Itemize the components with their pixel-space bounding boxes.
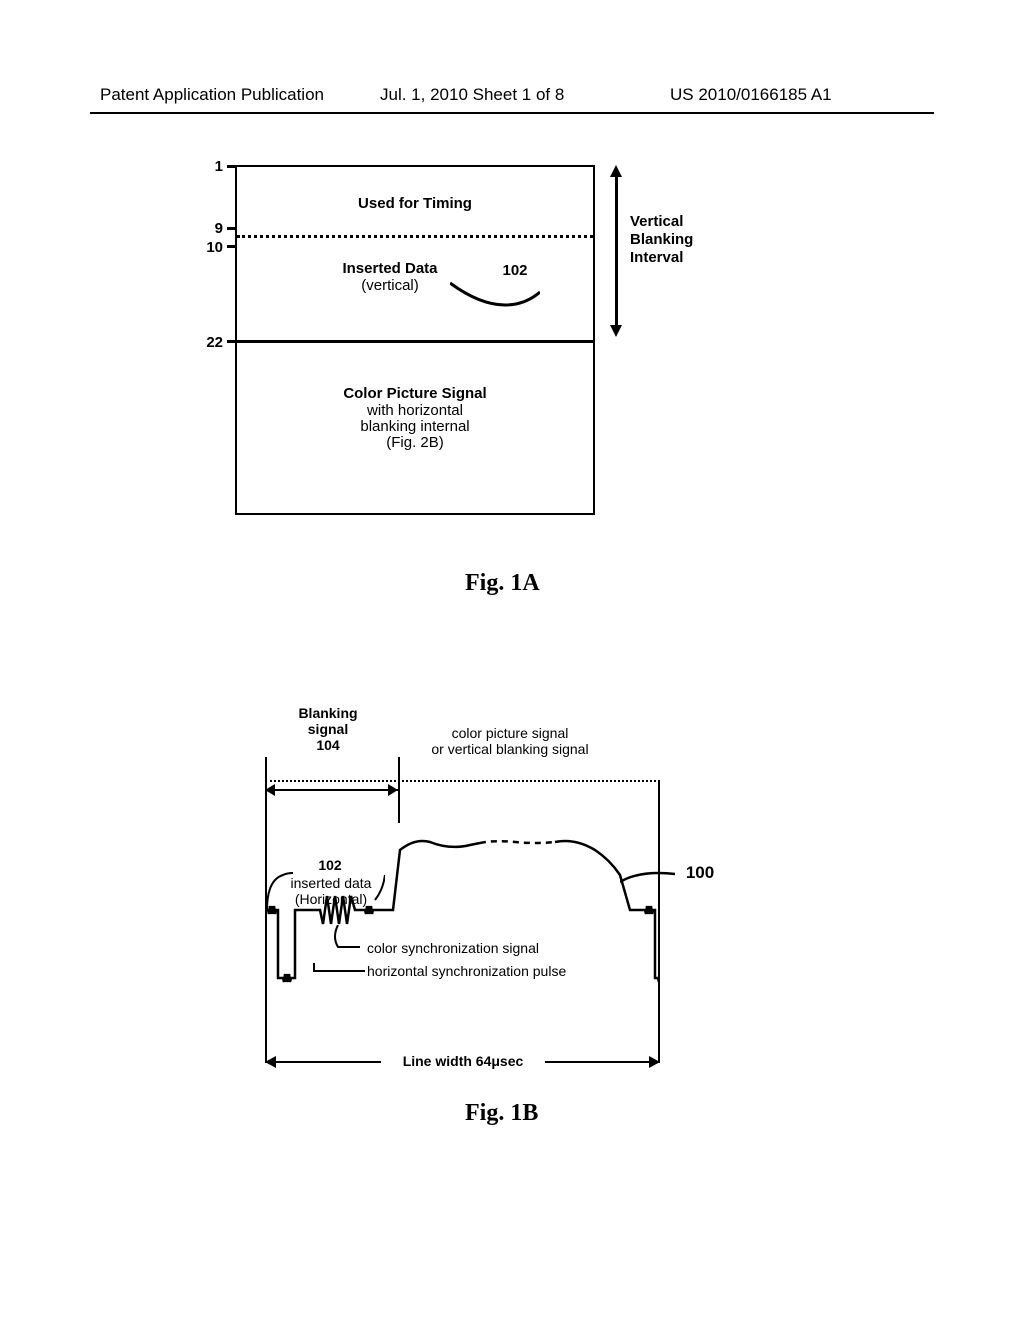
dashed-divider: [237, 235, 593, 238]
figure-1a: 1 9 10 22 Used for Timing Inserted Data …: [215, 165, 715, 520]
tick-label-22: 22: [201, 334, 223, 351]
header-left: Patent Application Publication: [100, 85, 324, 105]
color-sync-label: color synchronization signal: [367, 940, 587, 956]
blanking-label: Blanking signal 104: [273, 705, 383, 753]
tick-9: [227, 227, 237, 230]
tick-22: [227, 340, 237, 343]
ptr-hsync-tick: [313, 963, 315, 972]
ref-100: 100: [680, 865, 720, 881]
blanking-l1: Blanking: [273, 705, 383, 721]
solid-divider: [237, 340, 593, 343]
vbi-l3: Interval: [630, 249, 693, 267]
tick-1: [227, 165, 237, 168]
ptr-inserted: [265, 870, 385, 920]
linewidth-label: Line width 64μsec: [383, 1053, 543, 1069]
vbi-l2: Blanking: [630, 231, 693, 249]
picture-l4: (Fig. 2B): [315, 434, 515, 451]
tick-label-9: 9: [209, 220, 223, 237]
tick-top-left: [265, 757, 267, 780]
header-right: US 2010/0166185 A1: [670, 85, 832, 105]
header-mid: Jul. 1, 2010 Sheet 1 of 8: [380, 85, 564, 105]
cps-l2: or vertical blanking signal: [405, 741, 615, 757]
vbi-label: Vertical Blanking Interval: [630, 213, 693, 267]
vbi-arrow-line: [615, 173, 618, 328]
arrow-down-icon: [610, 325, 622, 337]
lw-line-right: [545, 1061, 652, 1063]
ptr-hsync: [315, 970, 365, 972]
hsync-label: horizontal synchronization pulse: [367, 963, 617, 979]
lw-tick-left: [265, 1045, 267, 1063]
lw-line-left: [273, 1061, 381, 1063]
ptr-100: [620, 870, 680, 890]
tick-label-1: 1: [209, 158, 223, 175]
blanking-l3: 104: [273, 737, 383, 753]
fig1b-caption: Fig. 1B: [465, 1100, 538, 1127]
lw-tick-right: [658, 1045, 660, 1063]
inserted-data-l1: Inserted Data: [320, 260, 460, 277]
blanking-l2: signal: [273, 721, 383, 737]
ref-102: 102: [495, 262, 535, 279]
figure-1b: Blanking signal 104 color picture signal…: [235, 705, 755, 1085]
picture-l2: with horizontal: [315, 402, 515, 419]
header-rule: [90, 112, 934, 114]
vbi-l1: Vertical: [630, 213, 693, 231]
cps-label: color picture signal or vertical blankin…: [405, 725, 615, 757]
picture-l3: blanking internal: [315, 418, 515, 435]
tick-label-10: 10: [201, 239, 223, 256]
ptr-colorsync: [330, 925, 370, 955]
picture-l1: Color Picture Signal: [315, 385, 515, 402]
cps-l1: color picture signal: [405, 725, 615, 741]
curve-102: [450, 280, 540, 310]
inserted-data-l2: (vertical): [320, 277, 460, 294]
timing-label: Used for Timing: [315, 195, 515, 212]
fig1a-caption: Fig. 1A: [465, 570, 540, 597]
tick-10: [227, 245, 237, 248]
